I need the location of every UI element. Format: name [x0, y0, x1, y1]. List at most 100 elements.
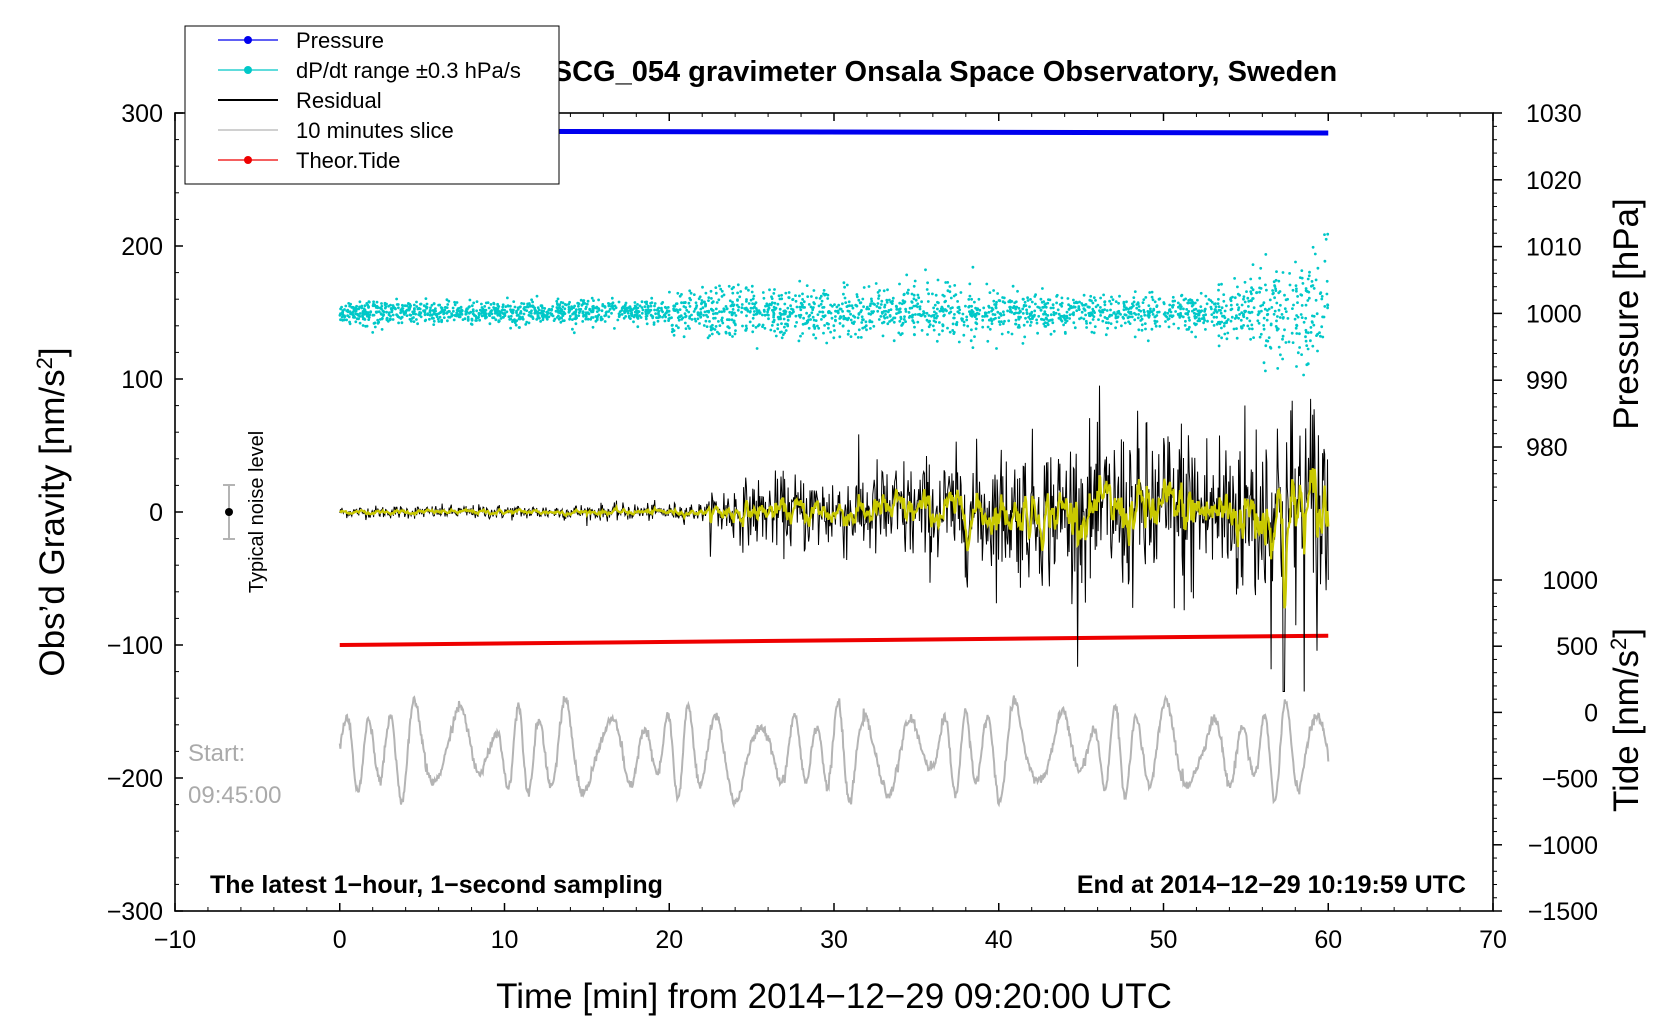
dpdt-point [1007, 319, 1011, 323]
dpdt-point [1214, 305, 1218, 309]
pressure-tick-label: 1010 [1526, 234, 1582, 262]
start-label: Start: [188, 740, 245, 767]
dpdt-point [1262, 361, 1266, 365]
dpdt-point [1132, 296, 1136, 299]
legend-label: Pressure [296, 28, 384, 53]
dpdt-point [348, 322, 352, 326]
dpdt-point [1283, 293, 1286, 297]
dpdt-point [558, 305, 561, 309]
dpdt-point [1094, 305, 1098, 309]
dpdt-point [1062, 314, 1066, 318]
dpdt-point [968, 304, 971, 308]
dpdt-point [736, 308, 740, 312]
dpdt-point [995, 300, 998, 304]
dpdt-point [729, 304, 733, 308]
dpdt-point [1322, 315, 1326, 319]
dpdt-point [714, 307, 718, 311]
dpdt-point [1237, 306, 1241, 310]
dpdt-point [948, 330, 952, 334]
dpdt-point [1238, 313, 1241, 316]
dpdt-point [1206, 319, 1209, 323]
dpdt-point [515, 314, 519, 317]
legend-marker [244, 66, 252, 74]
dpdt-point [1235, 314, 1238, 317]
dpdt-point [463, 317, 467, 321]
dpdt-point [516, 306, 520, 310]
dpdt-point [361, 324, 365, 327]
dpdt-point [1326, 306, 1329, 310]
dpdt-point [990, 306, 994, 310]
dpdt-point [557, 314, 560, 318]
dpdt-point [725, 307, 729, 310]
dpdt-point [525, 320, 529, 324]
dpdt-point [805, 311, 808, 315]
dpdt-point [842, 292, 845, 296]
dpdt-point [1298, 346, 1301, 349]
dpdt-point [1162, 301, 1166, 304]
dpdt-point [772, 292, 776, 295]
dpdt-point [607, 304, 611, 308]
dpdt-point [692, 310, 696, 313]
dpdt-point [762, 308, 766, 312]
dpdt-point [1133, 318, 1137, 322]
dpdt-point [688, 305, 692, 308]
dpdt-point [1075, 309, 1079, 312]
dpdt-point [1288, 272, 1291, 275]
dpdt-point [1247, 310, 1251, 314]
dpdt-point [423, 313, 427, 317]
dpdt-point [413, 307, 416, 310]
tide-tick-label: −500 [1542, 766, 1598, 794]
dpdt-point [586, 317, 590, 321]
dpdt-point [724, 331, 728, 335]
dpdt-point [634, 306, 638, 310]
dpdt-point [1217, 297, 1220, 301]
dpdt-point [1284, 310, 1288, 313]
dpdt-point [965, 315, 969, 319]
dpdt-point [574, 322, 578, 326]
dpdt-point [1181, 315, 1185, 319]
dpdt-point [876, 309, 880, 313]
dpdt-point [1142, 298, 1146, 301]
dpdt-point [1143, 322, 1147, 325]
y-tick-label: −300 [107, 898, 163, 926]
dpdt-point [1294, 260, 1297, 264]
dpdt-point [707, 309, 711, 313]
dpdt-point [537, 308, 541, 312]
dpdt-point [839, 315, 842, 318]
dpdt-point [452, 309, 455, 313]
dpdt-point [343, 308, 346, 311]
dpdt-point [868, 320, 872, 324]
dpdt-point [653, 308, 656, 312]
dpdt-point [827, 326, 830, 330]
dpdt-point [913, 279, 917, 283]
dpdt-point [941, 310, 945, 313]
dpdt-point [1047, 298, 1050, 301]
dpdt-point [528, 311, 531, 314]
dpdt-point [1196, 298, 1199, 302]
dpdt-point [701, 306, 705, 310]
dpdt-point [811, 308, 815, 312]
dpdt-point [1267, 307, 1271, 311]
dpdt-point [1105, 317, 1109, 320]
dpdt-point [1092, 331, 1096, 335]
dpdt-point [379, 306, 382, 310]
dpdt-point [868, 304, 872, 308]
dpdt-point [932, 319, 936, 323]
dpdt-point [903, 315, 906, 318]
dpdt-point [1300, 269, 1304, 272]
dpdt-point [375, 311, 378, 314]
tide-series [339, 633, 1329, 647]
dpdt-point [522, 312, 526, 316]
dpdt-point [644, 315, 648, 318]
dpdt-point [646, 304, 650, 308]
dpdt-point [543, 307, 547, 310]
dpdt-point [411, 310, 415, 314]
dpdt-point [807, 303, 811, 306]
dpdt-point [986, 325, 990, 329]
dpdt-point [1242, 324, 1245, 327]
dpdt-point [985, 314, 989, 318]
dpdt-point [1139, 319, 1143, 322]
dpdt-point [1249, 277, 1253, 281]
dpdt-point [430, 303, 434, 307]
dpdt-point [907, 311, 911, 314]
